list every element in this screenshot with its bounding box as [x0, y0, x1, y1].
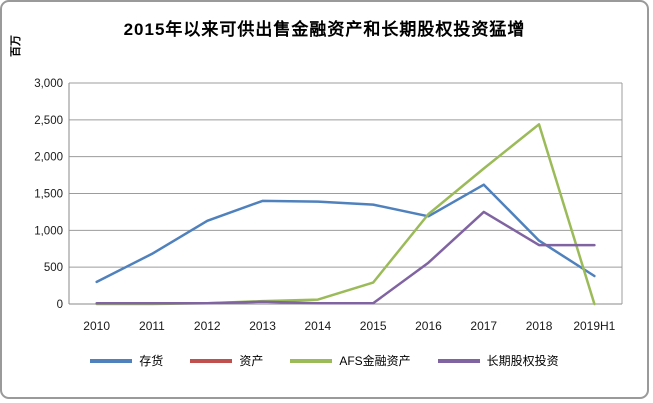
legend-label-0: 存货 [139, 354, 164, 368]
x-tick-label: 2017 [470, 319, 497, 333]
series-line-2 [95, 123, 596, 306]
legend-swatch-1 [190, 358, 233, 363]
x-tick-label: 2013 [249, 319, 276, 333]
x-tick-label: 2016 [415, 319, 442, 333]
chart-legend: 存货 资产 AFS金融资产 长期股权投资 [2, 352, 647, 369]
legend-swatch-0 [90, 358, 133, 363]
series-line-3 [95, 210, 596, 305]
legend-swatch-3 [437, 358, 480, 363]
x-tick-label: 2015 [360, 319, 387, 333]
y-tick-label: 0 [57, 299, 63, 311]
x-tick-label: 2014 [304, 319, 331, 333]
x-tick-label: 2012 [194, 319, 221, 333]
legend-label-3: 长期股权投资 [486, 354, 559, 368]
y-tick-label: 2,000 [34, 152, 63, 164]
series-line-0 [95, 183, 596, 284]
legend-item-2: AFS金融资产 [290, 352, 411, 369]
chart-title: 2015年以来可供出售金融资产和长期股权投资猛增 [123, 20, 526, 39]
x-tick-label: 2018 [526, 319, 553, 333]
y-tick-label: 1,000 [34, 225, 63, 237]
legend-swatch-2 [290, 358, 333, 363]
legend-label-1: 资产 [239, 354, 264, 368]
legend-item-1: 资产 [190, 352, 263, 369]
y-tick-label: 2,500 [34, 115, 63, 127]
x-tick-label: 2011 [139, 319, 165, 333]
plot-area: 0 500 1,000 1,500 2,000 2,500 3,000 2010 2011 201… [34, 78, 623, 333]
x-tick-label: 2019H1 [573, 319, 615, 333]
legend-item-0: 存货 [90, 352, 163, 369]
y-tick-label: 3,000 [34, 78, 63, 90]
legend-item-3: 长期股权投资 [437, 352, 559, 369]
y-tick-label: 1,500 [34, 189, 63, 201]
x-tick-label: 2010 [83, 319, 110, 333]
legend-label-2: AFS金融资产 [339, 354, 411, 368]
y-tick-label: 500 [44, 262, 63, 274]
